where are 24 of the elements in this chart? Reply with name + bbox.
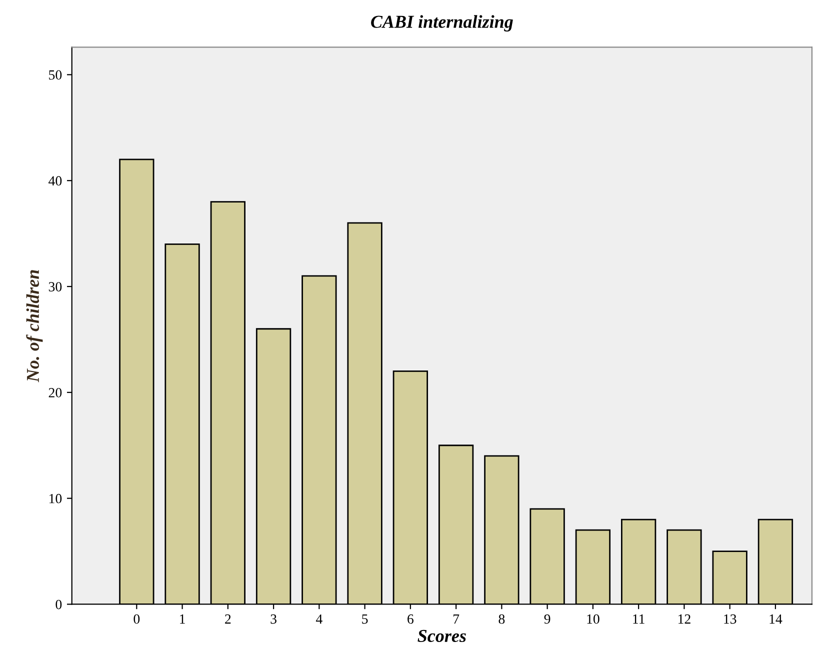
y-tick-label: 10 bbox=[49, 494, 62, 504]
chart-title: CABI internalizing bbox=[371, 15, 513, 32]
x-tick-label: 9 bbox=[544, 614, 550, 624]
x-tick-label: 3 bbox=[270, 614, 276, 624]
y-tick-label: 20 bbox=[48, 388, 62, 398]
x-tick-label: 2 bbox=[225, 614, 231, 624]
x-tick-label: 14 bbox=[770, 614, 782, 624]
x-tick-label: 10 bbox=[587, 614, 600, 624]
x-tick-label: 1 bbox=[180, 614, 185, 624]
y-tick-label: 0 bbox=[56, 600, 62, 610]
x-tick-label: 0 bbox=[134, 614, 140, 624]
x-tick-label: 7 bbox=[454, 614, 460, 624]
y-tick-label: 30 bbox=[48, 282, 62, 292]
x-tick-label: 11 bbox=[633, 614, 644, 624]
x-tick-label: 13 bbox=[724, 614, 736, 624]
x-tick-label: 5 bbox=[362, 614, 368, 624]
y-tick-label: 50 bbox=[49, 70, 62, 80]
x-tick-label: 8 bbox=[498, 614, 505, 624]
x-tick-label: 6 bbox=[408, 614, 414, 624]
x-tick-label: 12 bbox=[678, 614, 690, 624]
y-tick-label: 40 bbox=[48, 176, 62, 186]
y-axis-title: No. of children bbox=[26, 270, 43, 382]
x-axis-title: Scores bbox=[418, 630, 466, 642]
x-tick-label: 4 bbox=[316, 614, 322, 624]
